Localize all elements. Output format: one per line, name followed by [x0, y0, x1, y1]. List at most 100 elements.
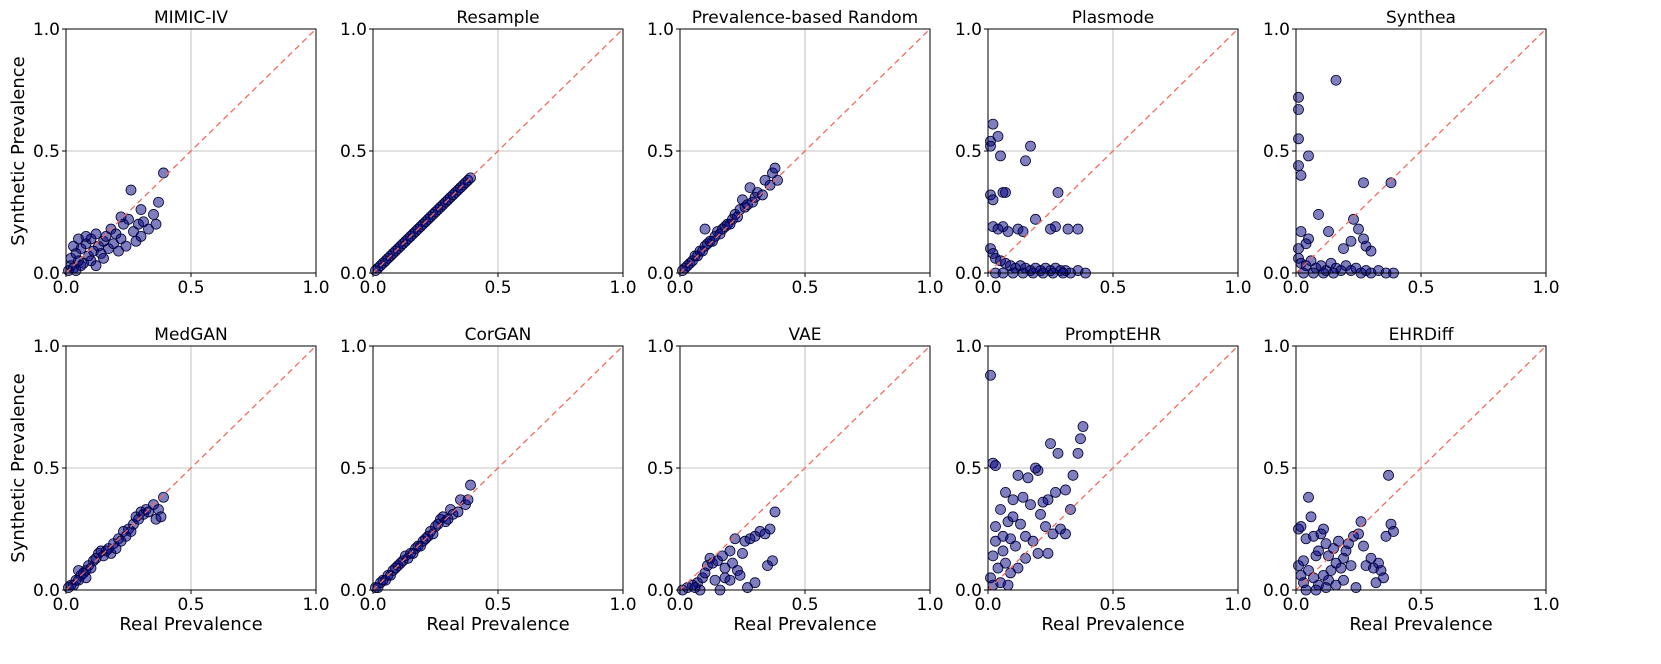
- promptehr-ytick-label-2: 1.0: [955, 337, 982, 357]
- promptehr-ytick-label-0: 0.0: [955, 581, 982, 601]
- promptehr-xtick-label-2: 1.0: [1224, 595, 1251, 615]
- synthea-ytick-label-1: 0.5: [1263, 142, 1290, 162]
- ehrdiff-point-4: [1303, 491, 1314, 503]
- promptehr-reference-line: [987, 345, 1239, 591]
- vae-point-13: [727, 557, 738, 569]
- prevalence-based-random-title: Prevalence-based Random: [692, 8, 919, 28]
- vae-point-29: [709, 574, 721, 586]
- plasmode-point-20: [1050, 221, 1061, 233]
- promptehr-point-50: [1042, 548, 1054, 559]
- promptehr-point-38: [1012, 562, 1024, 574]
- plasmode-point-2: [987, 118, 999, 130]
- plasmode-ytick-label-1: 0.5: [955, 142, 982, 162]
- corgan-xtick-label-0: 0.0: [359, 595, 386, 615]
- medgan-xtick-label-2: 1.0: [302, 595, 329, 615]
- ehrdiff-point-23: [1353, 528, 1364, 540]
- ehrdiff-title: EHRDiff: [1389, 325, 1455, 345]
- vae-ytick-label-2: 1.0: [647, 337, 674, 357]
- corgan-ytick-label-0: 0.0: [340, 581, 367, 601]
- synthea-ytick-label-0: 0.0: [1263, 264, 1290, 284]
- mimic-iv-point-36: [158, 167, 169, 179]
- resample-xtick-label-0: 0.0: [359, 278, 386, 298]
- resample-xtick-label-1: 0.5: [484, 278, 511, 298]
- ehrdiff-xtick-label-0: 0.0: [1282, 595, 1309, 615]
- plasmode-point-10: [1000, 187, 1011, 198]
- mimic-iv-point-45: [115, 211, 127, 223]
- mimic-iv-point-35: [153, 196, 164, 208]
- plasmode-point-1: [985, 140, 996, 152]
- mimic-iv-point-33: [148, 209, 159, 220]
- ehrdiff-point-46: [1338, 574, 1349, 586]
- resample-reference-line: [372, 28, 624, 274]
- plasmode-point-8: [987, 194, 999, 206]
- ehrdiff-point-47: [1350, 582, 1362, 593]
- synthea-point-9: [1348, 213, 1359, 225]
- promptehr-point-3: [1045, 438, 1056, 450]
- promptehr-point-19: [1025, 499, 1036, 511]
- synthea-point-7: [1385, 177, 1397, 189]
- synthea-point-2: [1293, 133, 1304, 145]
- ehrdiff-point-29: [1370, 577, 1382, 589]
- synthea-point-5: [1303, 150, 1314, 162]
- synthea-title: Synthea: [1386, 8, 1456, 28]
- promptehr-point-47: [1032, 548, 1044, 559]
- promptehr-point-49: [1060, 528, 1071, 540]
- corgan-xtick-label-1: 0.5: [484, 595, 511, 615]
- ehrdiff-point-21: [1345, 560, 1357, 571]
- mimic-iv-xtick-label-0: 0.0: [52, 278, 79, 298]
- mimic-iv-point-16: [100, 230, 112, 242]
- corgan-xtick-label-2: 1.0: [609, 595, 636, 615]
- synthea-point-21: [1293, 243, 1304, 255]
- promptehr-point-45: [1005, 533, 1016, 545]
- promptehr-xlabel: Real Prevalence: [1041, 614, 1184, 635]
- mimic-iv-point-24: [120, 240, 132, 252]
- mimic-iv-point-41: [68, 240, 79, 252]
- vae-point-14: [729, 533, 741, 545]
- prevalence-based-random-xtick-label-0: 0.0: [666, 278, 693, 298]
- mimic-iv-point-38: [75, 260, 87, 272]
- ehrdiff-point-50: [1320, 582, 1332, 593]
- mimic-iv-point-31: [138, 216, 149, 228]
- mimic-iv-xtick-label-1: 0.5: [177, 278, 204, 298]
- plasmode-title: Plasmode: [1072, 8, 1154, 28]
- plasmode-ytick-label-0: 0.0: [955, 264, 982, 284]
- promptehr-point-11: [1012, 469, 1024, 481]
- synthea-point-12: [1313, 209, 1324, 220]
- promptehr-point-48: [1037, 496, 1049, 508]
- vae-point-25: [762, 560, 773, 571]
- promptehr-xtick-label-1: 0.5: [1099, 595, 1126, 615]
- ehrdiff-point-5: [1305, 511, 1317, 523]
- medgan-point-36: [158, 491, 169, 503]
- synthea-point-25: [1305, 255, 1317, 267]
- synthea-xtick-label-0: 0.0: [1282, 278, 1309, 298]
- promptehr-point-22: [1050, 486, 1061, 498]
- medgan-point-39: [80, 572, 92, 584]
- corgan-point-36: [465, 479, 476, 491]
- ehrdiff-reference-line: [1295, 345, 1547, 591]
- mimic-iv-xtick-label-2: 1.0: [302, 278, 329, 298]
- vae-reference-line: [679, 345, 931, 591]
- promptehr-point-23: [1060, 484, 1071, 496]
- plasmode-point-16: [1017, 226, 1029, 237]
- prevalence-based-random-xtick-label-1: 0.5: [791, 278, 818, 298]
- mimic-iv-point-12: [90, 228, 102, 240]
- vae-xlabel: Real Prevalence: [733, 614, 876, 635]
- corgan-ytick-label-1: 0.5: [340, 459, 367, 479]
- medgan-xtick-label-1: 0.5: [177, 595, 204, 615]
- plasmode-point-21: [1062, 223, 1074, 235]
- medgan-title: MedGAN: [154, 325, 227, 345]
- promptehr-point-7: [1077, 421, 1089, 432]
- mimic-iv-reference-line: [65, 28, 317, 274]
- promptehr-point-32: [997, 545, 1009, 557]
- synthea-point-0: [1293, 91, 1304, 103]
- vae-ytick-label-1: 0.5: [647, 459, 674, 479]
- promptehr-point-33: [990, 535, 1001, 547]
- mimic-iv-point-43: [80, 230, 92, 242]
- promptehr-point-5: [1072, 447, 1084, 459]
- medgan-point-38: [73, 565, 84, 576]
- ehrdiff-point-37: [1293, 560, 1304, 571]
- synthea-point-3: [1293, 160, 1304, 172]
- medgan-reference-line: [65, 345, 317, 591]
- prevalence-based-random-point-35: [769, 162, 781, 174]
- resample-ytick-label-0: 0.0: [340, 264, 367, 284]
